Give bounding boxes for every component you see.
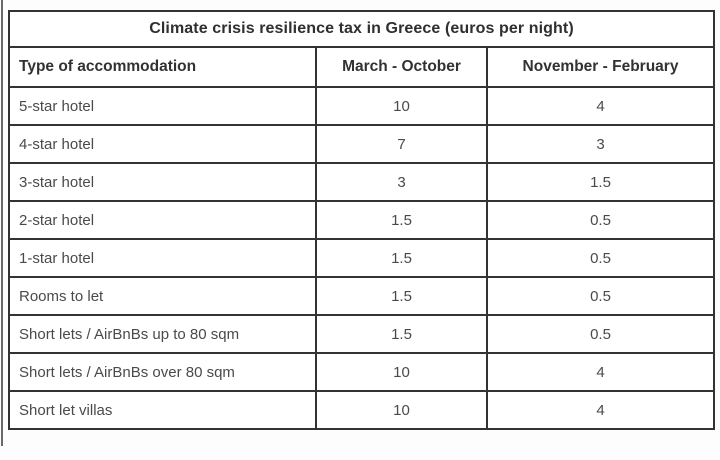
march-october-value-cell: 1.5 [315, 200, 488, 240]
november-february-value-cell: 0.5 [486, 238, 715, 278]
november-february-value-cell: 1.5 [486, 162, 715, 202]
november-february-value-cell: 4 [486, 390, 715, 430]
november-february-value-cell: 0.5 [486, 200, 715, 240]
march-october-value-cell: 1.5 [315, 276, 488, 316]
table-body: 5-star hotel 10 4 4-star hotel 7 3 3-star hote… [8, 86, 715, 430]
table-row: 2-star hotel 1.5 0.5 [8, 200, 715, 240]
table-row: 5-star hotel 10 4 [8, 86, 715, 126]
table-row: 3-star hotel 3 1.5 [8, 162, 715, 202]
table-row: Rooms to let 1.5 0.5 [8, 276, 715, 316]
cropped-edge-artifact [1, 0, 3, 446]
march-october-value-cell: 1.5 [315, 238, 488, 278]
november-february-value-cell: 4 [486, 86, 715, 126]
accommodation-type-cell: 4-star hotel [8, 124, 317, 164]
accommodation-type-cell: Short lets / AirBnBs over 80 sqm [8, 352, 317, 392]
accommodation-type-cell: Short let villas [8, 390, 317, 430]
march-october-value-cell: 10 [315, 352, 488, 392]
table-row: 1-star hotel 1.5 0.5 [8, 238, 715, 278]
table-title: Climate crisis resilience tax in Greece … [8, 10, 715, 48]
table-header-row: Type of accommodation March - October No… [8, 46, 715, 88]
november-february-value-cell: 3 [486, 124, 715, 164]
table-row: 4-star hotel 7 3 [8, 124, 715, 164]
table-row: Short let villas 10 4 [8, 390, 715, 430]
march-october-value-cell: 10 [315, 390, 488, 430]
table-title-row: Climate crisis resilience tax in Greece … [8, 10, 715, 48]
accommodation-type-cell: Short lets / AirBnBs up to 80 sqm [8, 314, 317, 354]
accommodation-type-cell: 3-star hotel [8, 162, 317, 202]
column-header-accommodation-type: Type of accommodation [8, 46, 317, 88]
accommodation-type-cell: 2-star hotel [8, 200, 317, 240]
november-february-value-cell: 0.5 [486, 314, 715, 354]
march-october-value-cell: 1.5 [315, 314, 488, 354]
march-october-value-cell: 3 [315, 162, 488, 202]
table-row: Short lets / AirBnBs up to 80 sqm 1.5 0.5 [8, 314, 715, 354]
march-october-value-cell: 10 [315, 86, 488, 126]
table-row: Short lets / AirBnBs over 80 sqm 10 4 [8, 352, 715, 392]
climate-tax-table: Climate crisis resilience tax in Greece … [8, 10, 715, 430]
column-header-november-february: November - February [486, 46, 715, 88]
accommodation-type-cell: Rooms to let [8, 276, 317, 316]
march-october-value-cell: 7 [315, 124, 488, 164]
november-february-value-cell: 4 [486, 352, 715, 392]
accommodation-type-cell: 5-star hotel [8, 86, 317, 126]
accommodation-type-cell: 1-star hotel [8, 238, 317, 278]
column-header-march-october: March - October [315, 46, 488, 88]
november-february-value-cell: 0.5 [486, 276, 715, 316]
